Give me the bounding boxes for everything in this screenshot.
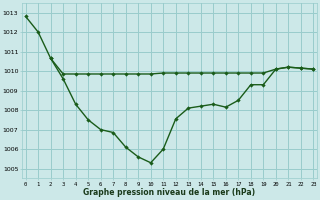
X-axis label: Graphe pression niveau de la mer (hPa): Graphe pression niveau de la mer (hPa): [84, 188, 256, 197]
